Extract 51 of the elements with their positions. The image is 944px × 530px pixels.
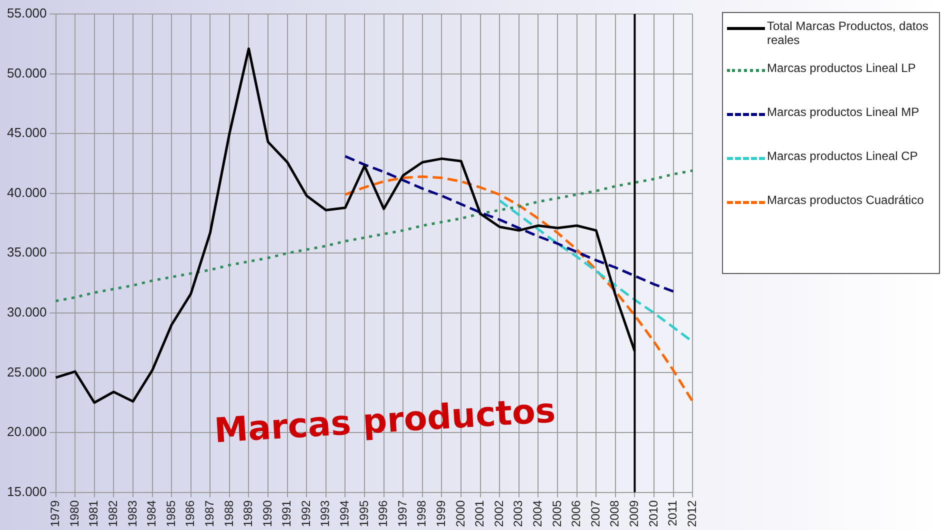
x-tick-label: 2010 <box>646 500 660 528</box>
line-series <box>344 155 675 293</box>
x-tick-label: 1982 <box>106 500 120 528</box>
y-tick-label: 25.000 <box>6 364 47 380</box>
x-tick-label: 1979 <box>48 500 62 528</box>
x-tick-label: 2001 <box>472 500 487 528</box>
y-tick-label: 40.000 <box>6 184 47 200</box>
legend-label: Total Marcas Productos, datos reales <box>767 19 930 47</box>
x-tick-label: 1995 <box>356 500 371 528</box>
legend-label: Marcas productos Cuadrático <box>767 193 924 207</box>
y-tick-label: 15.000 <box>6 484 47 499</box>
x-tick-label: 1999 <box>434 500 448 528</box>
x-tick-label: 2007 <box>588 500 602 528</box>
x-tick-label: 1983 <box>125 500 140 528</box>
x-tick-label: 1980 <box>67 500 82 528</box>
x-tick-label: 2011 <box>666 500 680 526</box>
x-tick-label: 2005 <box>550 500 564 528</box>
x-tick-label: 1985 <box>164 500 178 528</box>
y-tick-label: 30.000 <box>6 304 47 320</box>
annotation: Marcas productos <box>213 390 557 452</box>
y-tick-label: 50.000 <box>6 65 47 80</box>
y-tick-label: 20.000 <box>6 424 47 440</box>
y-tick-label: 35.000 <box>6 244 47 260</box>
x-tick-label: 2003 <box>511 500 526 528</box>
legend-label: Marcas productos Lineal MP <box>767 105 920 119</box>
x-tick-label: 2009 <box>627 500 642 528</box>
x-tick-label: 2012 <box>684 500 699 528</box>
x-tick-label: 1998 <box>414 500 429 528</box>
x-tick-label: 1990 <box>260 500 274 528</box>
x-tick-label: 1987 <box>202 500 216 528</box>
x-tick-label: 1997 <box>395 500 410 528</box>
x-tick-label: 2006 <box>569 500 584 528</box>
x-tick-label: 1984 <box>144 500 159 528</box>
x-tick-label: 1993 <box>318 500 332 528</box>
x-tick-label: 2004 <box>530 500 545 528</box>
x-tick-label: 2002 <box>492 500 506 528</box>
line-series <box>344 175 694 403</box>
y-tick-label: 45.000 <box>6 125 47 140</box>
x-tick-label: 1981 <box>86 500 101 528</box>
x-tick-label: 2000 <box>453 500 468 528</box>
x-tick-label: 1989 <box>241 500 256 528</box>
x-tick-label: 1994 <box>338 500 352 528</box>
x-tick-label: 1986 <box>183 500 198 528</box>
y-tick-label: 55.000 <box>6 6 47 21</box>
legend-label: Marcas productos Lineal LP <box>767 61 916 75</box>
x-tick-label: 2008 <box>608 500 622 528</box>
x-tick-label: 1988 <box>222 500 236 528</box>
x-tick-label: 1996 <box>376 500 390 528</box>
x-tick-label: 1991 <box>280 500 294 528</box>
x-tick-label: 1992 <box>298 500 313 528</box>
legend-label: Marcas productos Lineal CP <box>767 149 918 163</box>
